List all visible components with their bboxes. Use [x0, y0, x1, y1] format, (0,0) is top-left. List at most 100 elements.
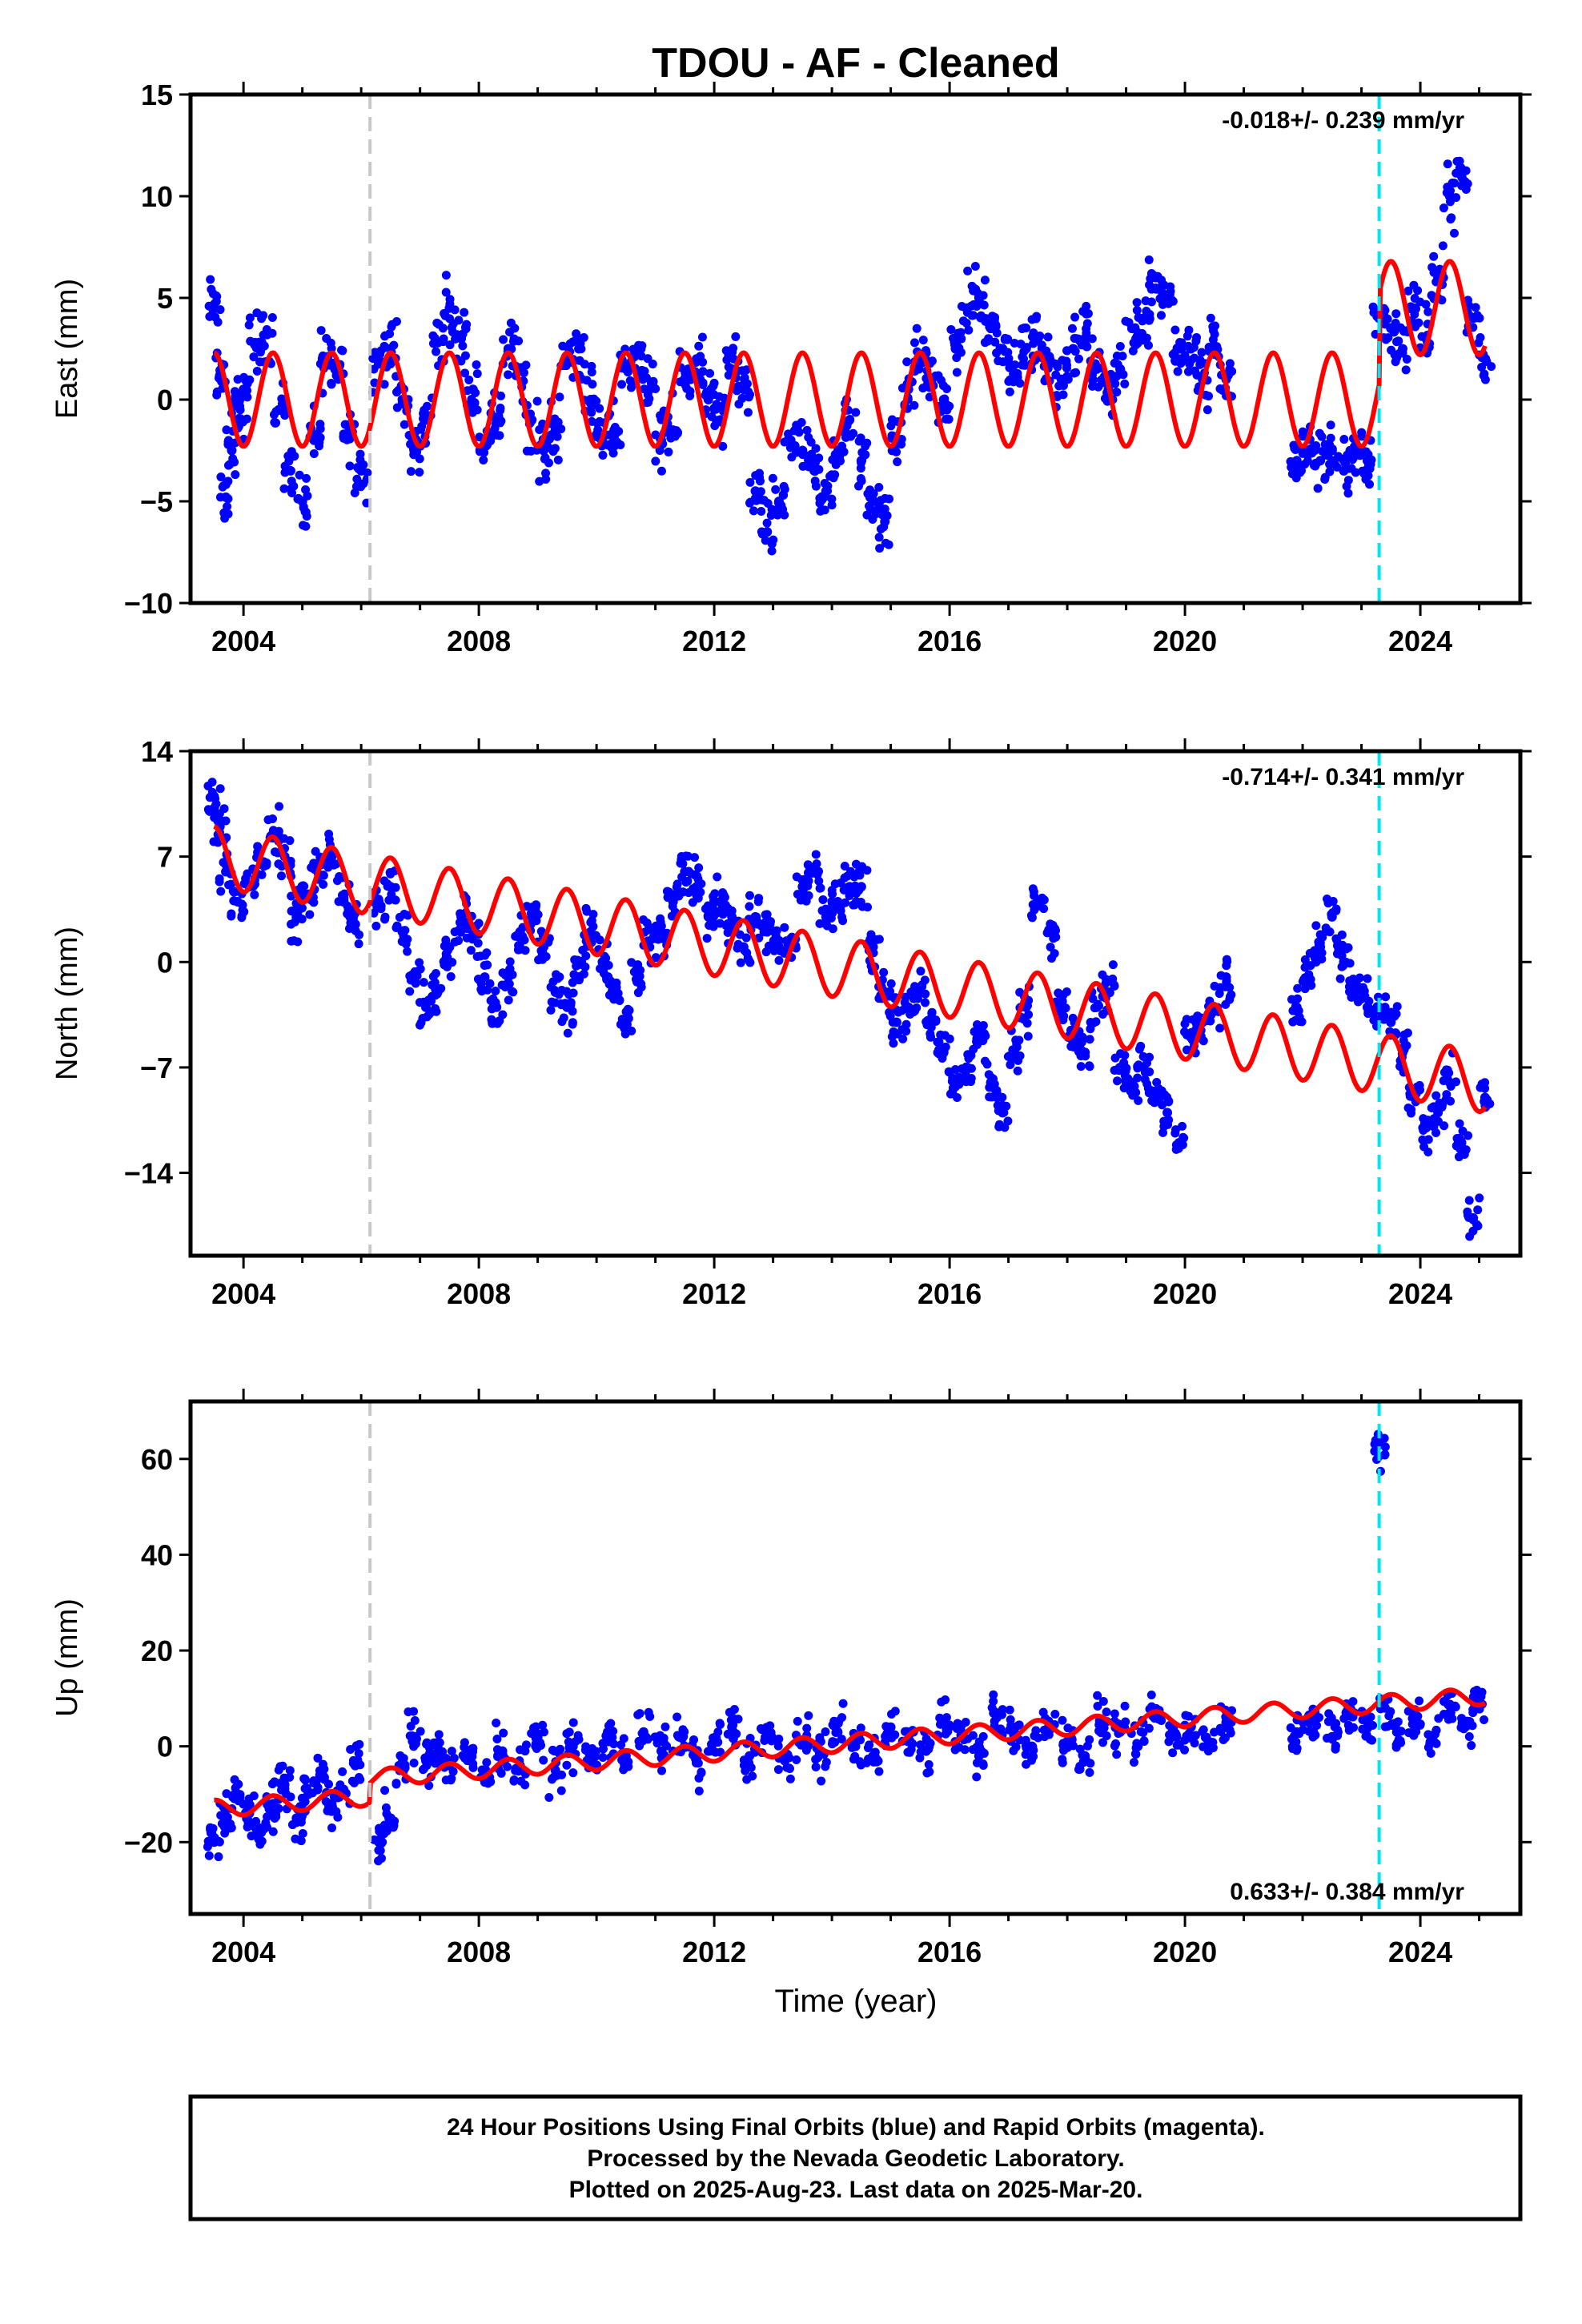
data-point-cluster	[1447, 213, 1456, 223]
data-point-cluster	[813, 870, 822, 879]
data-point-cluster	[431, 1759, 440, 1768]
data-point-cluster	[1303, 449, 1313, 459]
data-point-cluster	[1053, 392, 1062, 401]
data-point-cluster	[1000, 347, 1010, 356]
data-point-cluster	[482, 1758, 492, 1767]
data-point-cluster	[456, 909, 465, 919]
data-point-cluster	[703, 901, 713, 911]
y-tick-label: −20	[124, 1826, 173, 1859]
data-point-cluster	[379, 1820, 389, 1830]
data-point-cluster	[1311, 440, 1321, 450]
y-tick-label: 0	[157, 1731, 173, 1763]
data-point-cluster	[1401, 365, 1411, 375]
data-point-cluster	[1164, 1737, 1174, 1747]
data-point-cluster	[445, 300, 455, 309]
data-point-cluster	[1206, 313, 1215, 323]
data-point-cluster	[1005, 1725, 1014, 1735]
data-point-cluster	[581, 951, 591, 961]
data-point-cluster	[1225, 359, 1235, 368]
data-point-cluster	[1170, 325, 1180, 335]
data-point-cluster	[547, 997, 556, 1007]
data-point-cluster	[287, 906, 297, 915]
data-point-cluster	[271, 1809, 281, 1819]
data-point-cluster	[1472, 1685, 1482, 1695]
data-point-cluster	[1108, 960, 1118, 970]
data-point-cluster	[1128, 1091, 1138, 1100]
data-point-cluster	[451, 334, 460, 344]
data-point-cluster	[242, 414, 251, 424]
velocity-label: 0.633+/- 0.384 mm/yr	[1230, 1879, 1464, 1905]
data-point-cluster	[1472, 311, 1482, 320]
data-point-cluster	[811, 850, 821, 859]
data-point-cluster	[587, 361, 596, 371]
data-point-cluster	[803, 868, 813, 878]
data-point-cluster	[870, 1751, 880, 1761]
data-point-cluster	[450, 305, 460, 315]
data-point-cluster	[689, 884, 698, 894]
data-point-cluster	[987, 1080, 997, 1090]
data-point-cluster	[323, 862, 333, 872]
y-tick-label: 60	[141, 1443, 173, 1476]
data-point-cluster	[1013, 372, 1022, 382]
data-point-cluster	[339, 429, 348, 439]
data-point-cluster	[472, 369, 482, 379]
data-point-cluster	[1058, 1740, 1068, 1750]
data-point-cluster	[460, 323, 470, 332]
data-point-cluster	[855, 1757, 865, 1767]
data-point-cluster	[355, 1760, 365, 1770]
data-point-cluster	[483, 960, 492, 970]
data-point	[1162, 1108, 1173, 1118]
data-point-cluster	[1015, 1051, 1025, 1060]
y-tick-label: 15	[141, 78, 173, 111]
data-point-cluster	[857, 902, 867, 911]
data-point-cluster	[1291, 473, 1301, 483]
data-point-cluster	[1368, 1721, 1378, 1731]
data-point-cluster	[1414, 318, 1423, 328]
data-point-cluster	[556, 424, 566, 434]
velocity-label: -0.018+/- 0.239 mm/yr	[1222, 107, 1464, 134]
data-point-cluster	[979, 1748, 989, 1758]
data-point-cluster	[1058, 997, 1067, 1007]
data-point-cluster	[540, 453, 550, 463]
data-point-cluster	[1070, 347, 1080, 356]
data-point-cluster	[299, 882, 309, 891]
data-point-cluster	[521, 360, 531, 370]
data-point-cluster	[211, 799, 221, 809]
data-point-cluster	[496, 1768, 506, 1778]
data-point-cluster	[751, 915, 761, 925]
data-point-cluster	[351, 926, 360, 935]
data-point-cluster	[267, 312, 277, 322]
data-point-cluster	[389, 340, 399, 350]
x-tick-label: 2004	[211, 625, 275, 657]
data-point-cluster	[259, 311, 268, 320]
data-point-cluster	[872, 935, 881, 944]
data-point-cluster	[1183, 367, 1193, 376]
data-point-cluster	[1112, 388, 1122, 397]
data-point-cluster	[767, 546, 777, 556]
data-point-cluster	[1386, 1707, 1395, 1716]
data-point-cluster	[564, 1727, 574, 1737]
data-point-cluster	[277, 394, 287, 404]
data-point-cluster	[239, 879, 249, 888]
data-point-cluster	[690, 853, 700, 862]
data-point-cluster	[301, 521, 311, 531]
data-point-cluster	[411, 1739, 420, 1748]
data-point-cluster	[1159, 280, 1169, 290]
data-point-cluster	[1133, 1061, 1142, 1071]
data-point-cluster	[1022, 1019, 1032, 1028]
data-point-cluster	[259, 1824, 269, 1834]
data-point-cluster	[610, 422, 620, 432]
x-tick-label: 2008	[447, 1277, 511, 1310]
data-point-cluster	[348, 1755, 358, 1765]
data-point-cluster	[715, 1719, 725, 1729]
data-point-cluster	[568, 1718, 578, 1727]
data-point-cluster	[1086, 1017, 1095, 1027]
panel-frame	[188, 1399, 1523, 1916]
data-point-cluster	[1063, 375, 1073, 384]
data-point-cluster	[854, 866, 864, 876]
data-point-cluster	[574, 336, 584, 346]
data-point-cluster	[893, 457, 902, 467]
data-point-cluster	[1051, 370, 1061, 380]
data-point-cluster	[785, 1763, 794, 1773]
data-point-cluster	[392, 921, 402, 931]
